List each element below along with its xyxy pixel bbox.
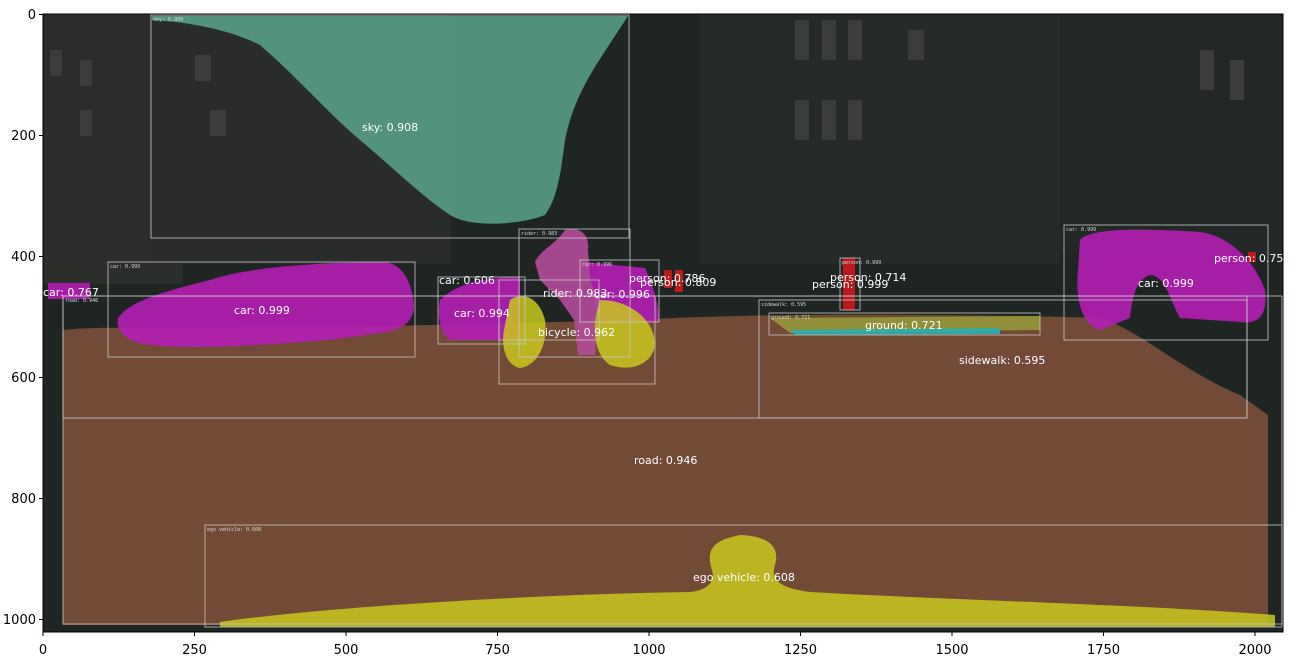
y-axis bbox=[39, 14, 43, 620]
x-tick-label: 1250 bbox=[784, 643, 817, 658]
y-tick-labels: 0 200 400 600 800 1000 bbox=[3, 8, 36, 628]
label-car-mid-2: car: 0.994 bbox=[454, 307, 510, 320]
window bbox=[795, 20, 809, 60]
window bbox=[80, 60, 92, 86]
axes-frame bbox=[42, 13, 1284, 633]
label-ground: ground: 0.721 bbox=[865, 319, 943, 332]
y-tick-label: 800 bbox=[11, 492, 36, 507]
window bbox=[848, 100, 862, 140]
label-person-1: person: 0.786 bbox=[629, 272, 705, 285]
box-label-ego: ego vehicle: 0.608 bbox=[207, 527, 261, 533]
person-mask bbox=[664, 270, 672, 288]
bounding-boxes bbox=[62, 14, 1283, 628]
box-label-ground: ground: 0.721 bbox=[771, 315, 810, 321]
label-person-2: person: 0.809 bbox=[640, 276, 716, 289]
label-ego: ego vehicle: 0.608 bbox=[693, 571, 795, 584]
box-label-sidewalk: sidewalk: 0.595 bbox=[761, 302, 806, 308]
x-tick-label: 2000 bbox=[1238, 643, 1271, 658]
bbox-person-3 bbox=[839, 257, 861, 311]
bbox-car-left bbox=[107, 261, 416, 358]
person-mask bbox=[1248, 252, 1256, 262]
window bbox=[908, 30, 924, 60]
window bbox=[80, 110, 92, 136]
x-axis bbox=[42, 632, 1256, 636]
car-right-mask bbox=[1077, 229, 1266, 330]
x-tick-label: 0 bbox=[39, 643, 47, 658]
box-label-rider: rider: 0.983 bbox=[521, 231, 557, 237]
box-label-person: person: 0.999 bbox=[842, 260, 881, 266]
bbox-car-mid bbox=[437, 276, 526, 345]
car-left-mask bbox=[117, 262, 414, 348]
rider-mask bbox=[535, 229, 598, 355]
x-tick-label: 500 bbox=[334, 643, 359, 658]
y-tick-label: 0 bbox=[28, 8, 36, 23]
car-far-left-mask bbox=[48, 283, 90, 299]
y-tick-label: 1000 bbox=[3, 613, 36, 628]
label-bicycle: bicycle: 0.962 bbox=[538, 326, 615, 339]
building-right bbox=[700, 14, 1060, 264]
bbox-ground bbox=[768, 312, 1041, 336]
label-road: road: 0.946 bbox=[634, 454, 697, 467]
x-tick-label: 1750 bbox=[1087, 643, 1120, 658]
bbox-sidewalk bbox=[758, 299, 1248, 419]
bbox-car-right bbox=[1063, 224, 1269, 341]
ego-vehicle-mask bbox=[220, 535, 1275, 627]
x-tick-label: 750 bbox=[485, 643, 510, 658]
image-area: sky: 0.908 car: 0.999 road: 0.946 rider:… bbox=[43, 14, 1283, 632]
window bbox=[822, 100, 836, 140]
window bbox=[795, 100, 809, 140]
label-sky: sky: 0.908 bbox=[362, 121, 418, 134]
label-person-right: person: 0.75 bbox=[1214, 252, 1283, 265]
label-person-3: person: 0.714 bbox=[830, 271, 906, 284]
box-label-road-left: road: 0.946 bbox=[65, 298, 98, 304]
detection-labels: sky: 0.908 car: 0.999 car: 0.767 car: 0.… bbox=[43, 121, 1283, 584]
car-mid-mask bbox=[438, 277, 520, 340]
window bbox=[50, 50, 62, 76]
label-car-far-left: car: 0.767 bbox=[43, 286, 99, 299]
x-tick-label: 250 bbox=[182, 643, 207, 658]
window bbox=[1200, 50, 1214, 90]
box-label-sky: sky: 0.908 bbox=[153, 17, 183, 23]
x-tick-label: 1000 bbox=[632, 643, 665, 658]
y-tick-label: 400 bbox=[11, 250, 36, 265]
ground-cyan-strip bbox=[790, 328, 1000, 335]
box-corner-labels: sky: 0.908 car: 0.999 road: 0.946 rider:… bbox=[65, 17, 1096, 533]
window bbox=[848, 20, 862, 60]
bbox-sky bbox=[150, 14, 630, 239]
sky-mask bbox=[152, 16, 628, 224]
label-car-right: car: 0.999 bbox=[1138, 277, 1194, 290]
label-person-4: person: 0.999 bbox=[812, 278, 888, 291]
x-tick-label: 1500 bbox=[935, 643, 968, 658]
box-label-car-center: car: 0.996 bbox=[582, 262, 612, 268]
road-mask bbox=[63, 314, 1268, 625]
label-car-left-big: car: 0.999 bbox=[234, 304, 290, 317]
x-tick-labels: 0 250 500 750 1000 1250 1500 1750 2000 bbox=[39, 643, 1272, 658]
window bbox=[1230, 60, 1244, 100]
window bbox=[822, 20, 836, 60]
box-label-car-right: car: 0.999 bbox=[1066, 227, 1096, 233]
windows bbox=[50, 20, 1244, 140]
bbox-full bbox=[62, 295, 1283, 625]
window bbox=[195, 55, 211, 81]
y-tick-label: 200 bbox=[11, 129, 36, 144]
bbox-car-center bbox=[579, 259, 660, 323]
label-rider: rider: 0.983 bbox=[543, 287, 607, 300]
person-mask bbox=[675, 270, 683, 292]
window bbox=[210, 110, 226, 136]
label-car-center: car: 0.996 bbox=[594, 288, 650, 301]
label-car-mid-1: car: 0.606 bbox=[439, 274, 495, 287]
bbox-rider bbox=[518, 228, 631, 358]
label-sidewalk: sidewalk: 0.595 bbox=[959, 354, 1045, 367]
bicycle-mask bbox=[503, 296, 655, 368]
box-label-car-left: car: 0.999 bbox=[110, 264, 140, 270]
y-tick-label: 600 bbox=[11, 371, 36, 386]
person-mask bbox=[843, 258, 855, 310]
building-far-right bbox=[1060, 14, 1283, 254]
